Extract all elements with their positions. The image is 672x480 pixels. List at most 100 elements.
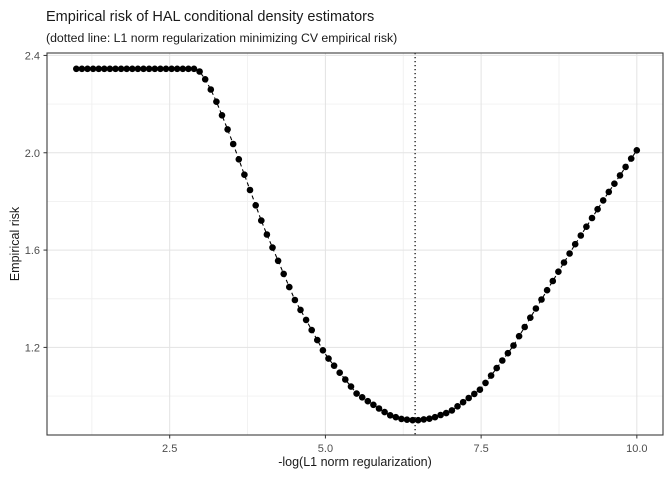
data-point [201, 76, 209, 83]
data-point [364, 397, 372, 405]
data-point [386, 412, 394, 419]
data-point [358, 394, 366, 401]
data-point [493, 364, 501, 372]
data-point [252, 202, 259, 209]
data-point [599, 197, 607, 204]
data-point [319, 347, 327, 354]
data-point [235, 156, 243, 163]
data-point [129, 65, 136, 73]
data-point [179, 65, 187, 73]
x-axis-title: -log(L1 norm regularization) [278, 455, 432, 469]
y-tick-label: 1.6 [25, 245, 40, 257]
data-point [336, 369, 344, 377]
data-point [510, 342, 517, 349]
data-point [297, 306, 304, 314]
data-point [73, 65, 80, 73]
data-point [291, 296, 299, 304]
data-point [263, 231, 271, 238]
data-point [78, 65, 86, 73]
data-point [459, 398, 467, 406]
data-point [605, 188, 613, 196]
data-point [123, 65, 130, 73]
y-tick-label: 1.2 [25, 342, 40, 354]
data-point [588, 214, 596, 222]
data-point [577, 232, 585, 239]
y-axis-title: Empirical risk [8, 206, 22, 282]
data-point [392, 413, 400, 421]
data-point [286, 283, 293, 291]
data-point [95, 65, 102, 73]
chart-subtitle: (dotted line: L1 norm regularization min… [46, 31, 398, 45]
data-point [330, 362, 338, 370]
data-point [616, 172, 624, 179]
data-point [487, 372, 495, 379]
data-point [173, 65, 181, 73]
data-point [409, 416, 416, 424]
data-point [442, 409, 450, 417]
data-point [566, 250, 573, 257]
data-point [157, 65, 164, 73]
data-point [465, 394, 473, 402]
x-tick-label: 5.0 [318, 443, 333, 455]
data-point [224, 126, 231, 133]
data-point [162, 65, 170, 73]
y-tick-label: 2.4 [25, 50, 40, 62]
data-point [145, 65, 153, 73]
data-point [420, 416, 428, 423]
data-point [218, 112, 226, 119]
data-point [398, 415, 405, 423]
data-point [207, 86, 215, 93]
x-tick-label: 7.5 [473, 443, 488, 455]
data-point [213, 98, 220, 105]
data-point [403, 416, 411, 424]
data-point [499, 357, 506, 364]
data-point [633, 147, 641, 154]
panel-background [47, 53, 663, 435]
data-point [353, 390, 360, 397]
data-point [185, 65, 192, 73]
data-point [448, 407, 456, 414]
data-point [229, 140, 237, 148]
data-point [190, 65, 198, 73]
data-point [627, 155, 635, 162]
data-point [246, 186, 254, 194]
data-point [134, 65, 142, 73]
data-point [342, 376, 349, 383]
data-point [622, 163, 629, 171]
data-point [515, 332, 523, 340]
data-point [151, 65, 159, 73]
data-point [454, 403, 461, 410]
data-point [482, 379, 489, 387]
data-point [594, 205, 601, 213]
data-point [527, 314, 534, 322]
data-point [543, 286, 551, 294]
data-point [375, 405, 383, 412]
panel-border [46, 52, 664, 436]
data-point [89, 65, 97, 73]
data-point [538, 296, 545, 303]
y-tick-label: 2.0 [25, 148, 40, 160]
data-point [560, 259, 568, 266]
data-point [325, 355, 332, 362]
data-point [168, 65, 175, 73]
data-point [571, 240, 579, 248]
data-point [314, 336, 321, 344]
data-point [347, 383, 355, 390]
data-point [549, 277, 557, 285]
data-point [274, 257, 282, 265]
data-point [476, 386, 484, 394]
data-point [258, 217, 265, 224]
data-point [370, 401, 377, 409]
data-point [521, 323, 528, 331]
data-point [269, 244, 276, 251]
data-point [532, 305, 540, 312]
data-point [241, 171, 248, 178]
data-point [308, 326, 316, 334]
data-point [471, 390, 478, 398]
data-point [504, 349, 512, 357]
data-point [302, 316, 310, 324]
data-point [280, 270, 288, 278]
x-tick-label: 2.5 [162, 443, 177, 455]
data-point [140, 65, 147, 73]
